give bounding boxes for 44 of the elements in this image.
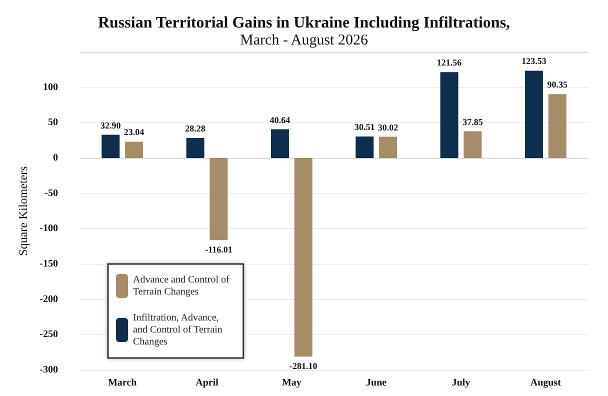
y-tick-label: -300 (40, 364, 58, 376)
x-tick-label: August (530, 378, 562, 388)
y-tick-label: -150 (40, 258, 58, 270)
data-label: -281.10 (289, 361, 318, 372)
chart-title: Russian Territorial Gains in Ukraine Including Infiltrations, (98, 14, 510, 32)
legend-label: Infiltration, Advance, and Control of Terrain Changes (133, 312, 222, 348)
x-tick-label: April (196, 378, 219, 388)
y-axis-title: Square Kilometers (16, 166, 30, 256)
y-tick-label: -200 (40, 294, 58, 305)
bar (210, 158, 228, 240)
data-label: 30.51 (354, 122, 376, 132)
chart-subtitle: March - August 2026 (240, 32, 368, 48)
data-label: 90.35 (547, 80, 568, 90)
x-tick-label: July (452, 378, 470, 388)
data-label: 40.64 (270, 114, 291, 125)
data-label: 121.56 (436, 58, 462, 68)
bar (524, 70, 543, 158)
data-label: 30.02 (378, 122, 399, 132)
bar (464, 131, 482, 158)
bar (125, 142, 144, 158)
y-tick-label: 0 (53, 152, 58, 164)
data-label: -116.01 (205, 244, 233, 254)
bar (548, 94, 566, 158)
y-tick-label: -250 (40, 329, 58, 340)
y-tick-label: 100 (43, 82, 58, 93)
data-label: 123.53 (522, 56, 547, 66)
bar (356, 136, 374, 158)
data-label: 28.28 (185, 124, 206, 134)
data-label: 32.90 (100, 120, 122, 130)
x-tick-label: June (366, 378, 388, 388)
bar (102, 134, 120, 158)
bar (270, 129, 289, 158)
x-tick-label: March (108, 378, 138, 388)
bar (379, 136, 398, 158)
data-label: 23.04 (124, 127, 145, 138)
legend-label: Advance and Control of Terrain Changes (133, 274, 230, 298)
bar (440, 72, 458, 158)
bar (294, 158, 312, 357)
y-tick-label: 50 (48, 117, 58, 128)
bar (186, 138, 204, 158)
y-tick-label: -100 (40, 223, 58, 234)
y-tick-label: -50 (44, 188, 58, 199)
x-tick-label: May (282, 378, 302, 388)
data-label: 37.85 (462, 116, 484, 127)
